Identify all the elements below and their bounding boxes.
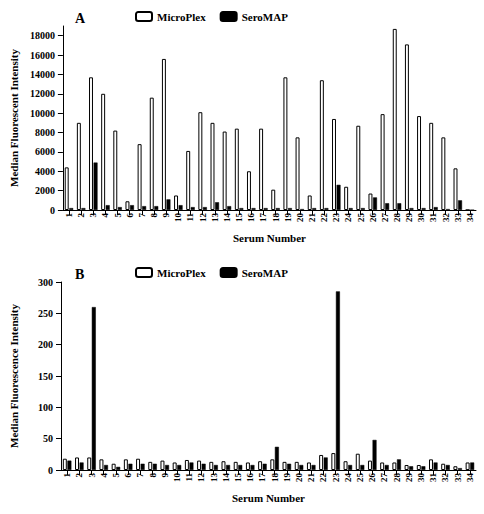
svg-text:20: 20 [294, 473, 304, 483]
svg-text:22: 22 [318, 473, 328, 483]
svg-text:10: 10 [173, 213, 183, 223]
svg-text:6: 6 [125, 213, 135, 218]
svg-text:5: 5 [113, 213, 123, 218]
svg-text:16: 16 [246, 213, 256, 223]
svg-text:8000: 8000 [35, 127, 55, 138]
svg-text:100: 100 [38, 402, 53, 413]
svg-text:MicroPlex: MicroPlex [157, 11, 206, 23]
svg-text:28: 28 [392, 213, 402, 223]
svg-text:8: 8 [149, 213, 159, 218]
svg-text:31: 31 [428, 213, 438, 223]
svg-text:18000: 18000 [30, 30, 55, 41]
svg-text:MicroPlex: MicroPlex [157, 267, 206, 279]
svg-text:16000: 16000 [30, 50, 55, 61]
svg-text:24: 24 [343, 213, 353, 223]
svg-text:27: 27 [379, 473, 389, 483]
svg-text:19: 19 [283, 213, 293, 223]
svg-text:Median Fluorescent Intensity: Median Fluorescent Intensity [8, 49, 20, 187]
svg-text:34: 34 [465, 473, 475, 483]
svg-text:4: 4 [99, 473, 109, 478]
svg-text:SeroMAP: SeroMAP [242, 267, 289, 279]
svg-text:3: 3 [87, 473, 97, 478]
svg-text:24: 24 [343, 473, 353, 483]
svg-text:2000: 2000 [35, 185, 55, 196]
svg-text:18: 18 [270, 473, 280, 483]
svg-text:300: 300 [38, 277, 53, 288]
svg-text:26: 26 [368, 213, 378, 223]
svg-text:11: 11 [185, 213, 195, 222]
svg-text:23: 23 [331, 473, 341, 483]
svg-text:31: 31 [428, 473, 438, 483]
svg-text:22: 22 [319, 213, 329, 223]
svg-text:23: 23 [331, 213, 341, 223]
svg-text:5: 5 [111, 473, 121, 478]
svg-text:9: 9 [160, 473, 170, 478]
svg-text:8: 8 [148, 473, 158, 478]
svg-text:2: 2 [76, 213, 86, 218]
svg-text:13: 13 [209, 473, 219, 483]
svg-text:13: 13 [210, 213, 220, 223]
svg-text:19: 19 [282, 473, 292, 483]
svg-text:26: 26 [367, 473, 377, 483]
svg-text:17: 17 [258, 213, 268, 223]
svg-text:0: 0 [50, 205, 55, 216]
svg-text:10000: 10000 [30, 108, 55, 119]
svg-text:25: 25 [356, 213, 366, 223]
svg-text:Median Fluorescence Intensity: Median Fluorescence Intensity [8, 304, 20, 449]
svg-text:10: 10 [172, 473, 182, 483]
svg-text:SeroMAP: SeroMAP [242, 11, 289, 23]
svg-text:12000: 12000 [30, 88, 55, 99]
svg-text:15: 15 [234, 213, 244, 223]
svg-text:4000: 4000 [35, 166, 55, 177]
svg-text:33: 33 [453, 473, 463, 483]
svg-text:14: 14 [222, 213, 232, 223]
svg-text:21: 21 [306, 473, 316, 483]
svg-text:27: 27 [380, 213, 390, 223]
svg-text:15: 15 [233, 473, 243, 483]
svg-text:11: 11 [184, 473, 194, 482]
svg-text:0: 0 [48, 465, 53, 476]
svg-text:18: 18 [271, 213, 281, 223]
svg-text:A: A [75, 11, 86, 26]
svg-text:30: 30 [416, 213, 426, 223]
svg-text:9: 9 [161, 213, 171, 218]
svg-text:B: B [75, 267, 84, 282]
svg-text:29: 29 [404, 473, 414, 483]
svg-text:7: 7 [137, 213, 147, 218]
svg-text:150: 150 [38, 371, 53, 382]
svg-text:1: 1 [64, 213, 74, 218]
svg-text:12: 12 [198, 213, 208, 223]
svg-text:28: 28 [392, 473, 402, 483]
svg-text:6: 6 [123, 473, 133, 478]
svg-text:Serum Number: Serum Number [232, 492, 305, 504]
svg-text:25: 25 [355, 473, 365, 483]
svg-text:17: 17 [257, 473, 267, 483]
svg-text:4: 4 [100, 213, 110, 218]
svg-text:6000: 6000 [35, 146, 55, 157]
svg-text:12: 12 [196, 473, 206, 483]
svg-text:32: 32 [441, 213, 451, 223]
svg-text:14000: 14000 [30, 69, 55, 80]
svg-text:16: 16 [245, 473, 255, 483]
svg-text:2: 2 [74, 473, 84, 478]
svg-text:20: 20 [295, 213, 305, 223]
svg-text:21: 21 [307, 213, 317, 223]
svg-text:30: 30 [416, 473, 426, 483]
svg-text:Serum Number: Serum Number [233, 232, 306, 244]
svg-text:7: 7 [135, 473, 145, 478]
svg-text:34: 34 [465, 213, 475, 223]
svg-text:250: 250 [38, 308, 53, 319]
svg-text:32: 32 [440, 473, 450, 483]
svg-text:200: 200 [38, 339, 53, 350]
svg-text:50: 50 [43, 433, 53, 444]
svg-text:29: 29 [404, 213, 414, 223]
svg-text:33: 33 [453, 213, 463, 223]
svg-text:3: 3 [88, 213, 98, 218]
svg-text:14: 14 [221, 473, 231, 483]
svg-text:1: 1 [62, 473, 72, 478]
